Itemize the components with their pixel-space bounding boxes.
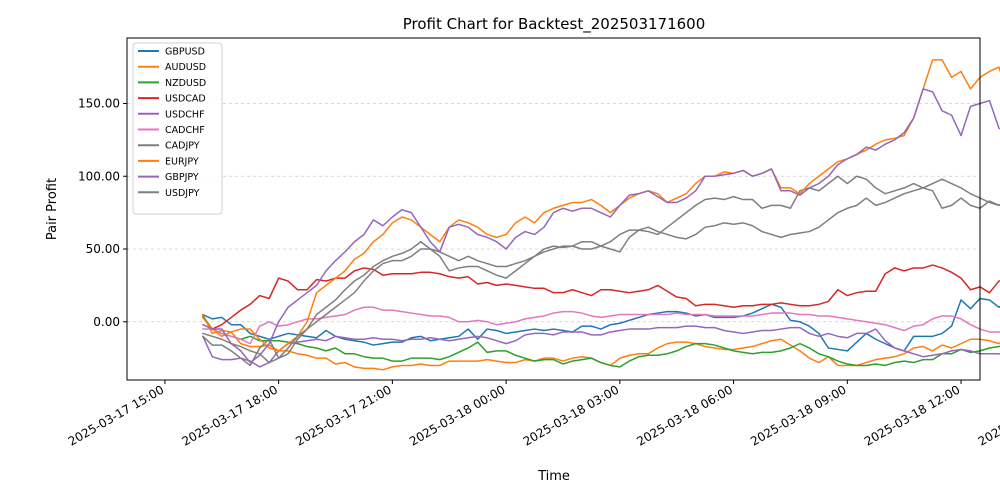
series-line-usdjpy	[202, 178, 1000, 364]
plot-frame	[126, 37, 981, 381]
legend-label: AUDUSD	[165, 62, 206, 73]
series-line-usdchf	[202, 325, 1000, 368]
legend-label: USDCHF	[165, 109, 205, 120]
legend-label: USDJPY	[165, 188, 200, 199]
legend-label: CADCHF	[165, 125, 205, 136]
y-tick-label: 150.00	[78, 96, 120, 110]
chart-title: Profit Chart for Backtest_202503171600	[403, 15, 706, 34]
series-line-cadjpy	[202, 175, 1000, 367]
legend-label: NZDUSD	[165, 78, 206, 89]
legend-label: EURJPY	[165, 156, 199, 167]
legend-label: CADJPY	[165, 141, 200, 152]
series-line-gbpjpy	[202, 88, 1000, 364]
y-axis-label: Pair Profit	[45, 178, 60, 240]
series-line-eurjpy	[202, 59, 1000, 352]
legend-label: USDCAD	[165, 94, 206, 105]
series-line-usdcad	[202, 264, 1000, 330]
legend-label: GBPJPY	[165, 172, 199, 183]
legend-box	[132, 42, 223, 215]
series-line-nzdusd	[202, 315, 1000, 368]
series-line-cadchf	[202, 306, 1000, 345]
legend: GBPUSD AUDUSD NZDUSD USDCAD USDCHF CADCHF CADJ…	[132, 42, 223, 215]
y-tick-label: 0.00	[93, 315, 120, 329]
legend-label: GBPUSD	[165, 47, 205, 58]
x-axis-label: Time	[537, 469, 570, 484]
y-tick-label: 100.00	[78, 169, 120, 183]
y-tick-label: 50.00	[86, 242, 120, 256]
series-line-audusd	[202, 313, 1000, 371]
series-layer	[202, 59, 1000, 371]
